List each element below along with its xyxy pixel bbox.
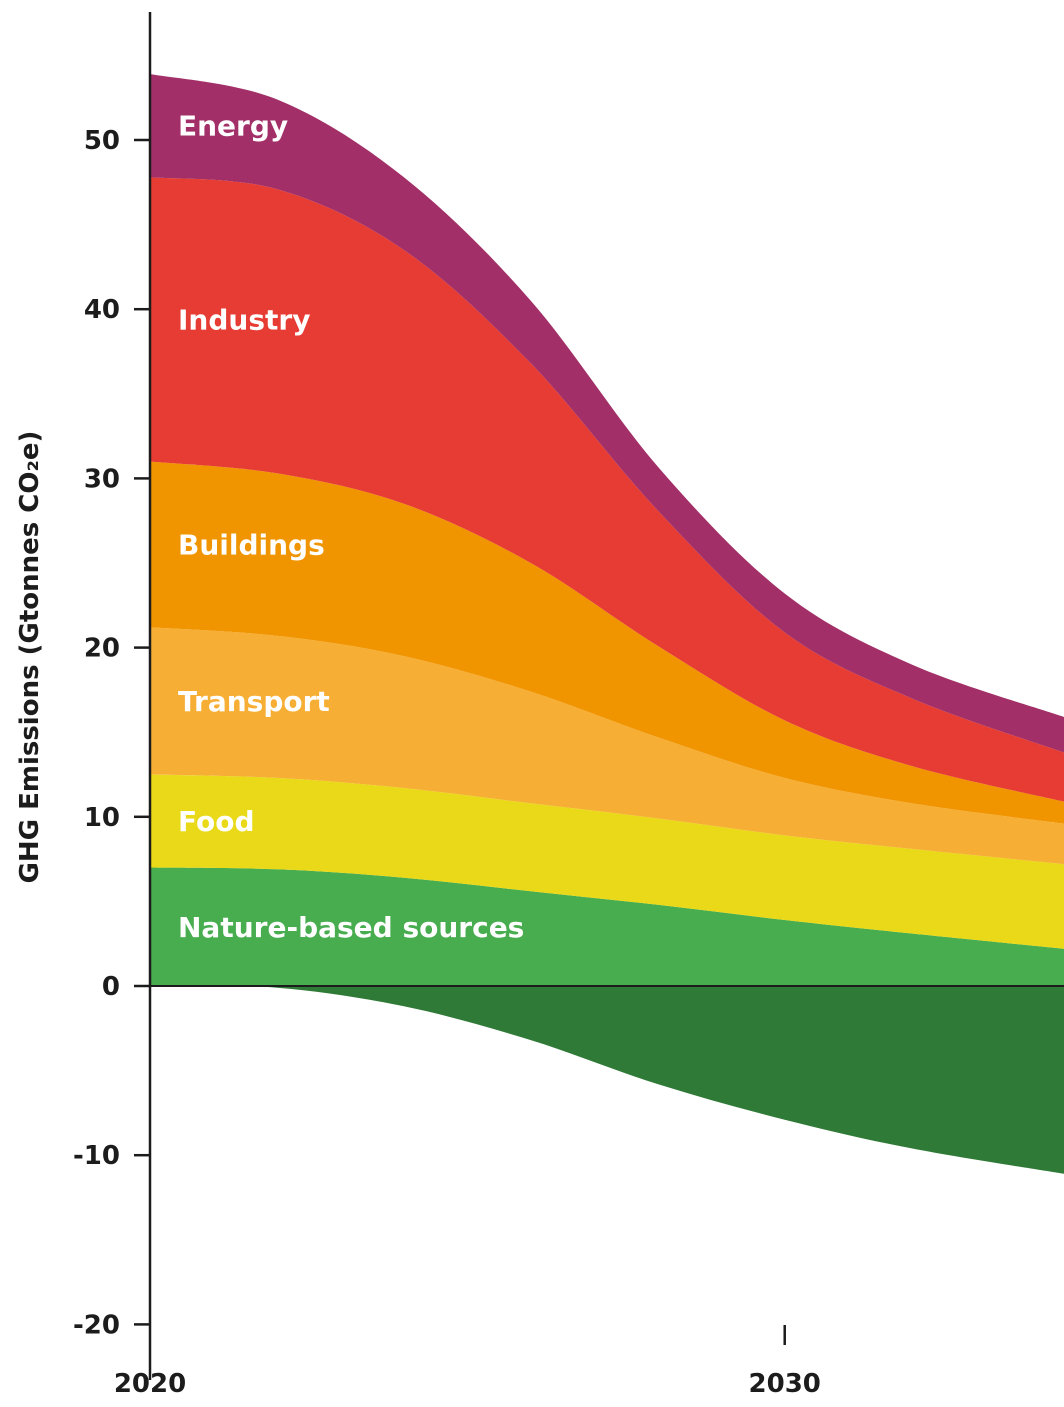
y-axis-title: GHG Emissions (Gtonnes CO₂e) — [15, 431, 45, 884]
y-tick-label: 20 — [84, 634, 120, 664]
y-tick-label: 10 — [84, 803, 120, 833]
y-tick-label: 40 — [84, 295, 120, 325]
x-tick-label: 2030 — [749, 1369, 821, 1399]
y-tick-label: 0 — [102, 972, 120, 1002]
y-tick-label: -10 — [73, 1141, 120, 1171]
band-label-food: Food — [178, 805, 255, 838]
y-tick-label: -20 — [73, 1310, 120, 1340]
band-label-nature-based-sources: Nature-based sources — [178, 911, 524, 944]
band-label-energy: Energy — [178, 110, 288, 143]
band-label-buildings: Buildings — [178, 528, 325, 561]
y-tick-label: 30 — [84, 464, 120, 494]
area-layers — [150, 74, 1064, 1174]
area-negative-removals — [150, 986, 1064, 1174]
x-tick-label: 2020 — [114, 1369, 186, 1399]
band-label-transport: Transport — [178, 685, 330, 718]
band-label-industry: Industry — [178, 303, 310, 336]
y-tick-label: 50 — [84, 126, 120, 156]
